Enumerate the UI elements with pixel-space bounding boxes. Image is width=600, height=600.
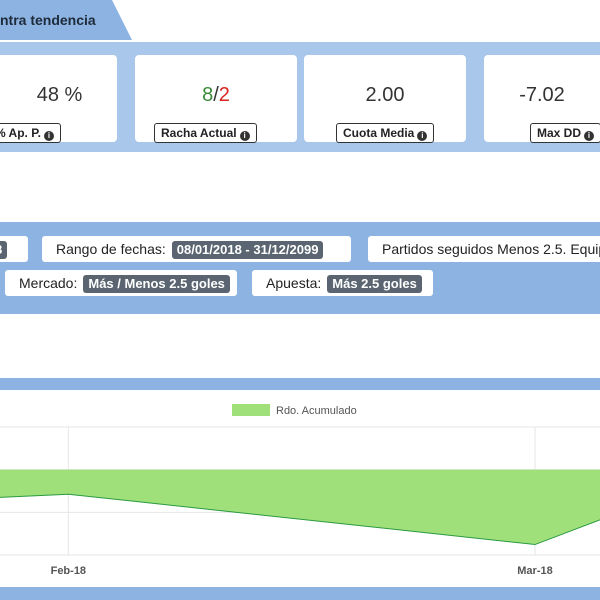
filter-chip: 8 bbox=[0, 236, 28, 262]
label-text: Racha Actual bbox=[161, 126, 237, 140]
filter-label: Mercado: bbox=[19, 275, 78, 291]
losses: 2 bbox=[218, 84, 230, 106]
stat-card: 48 % % Ap. P.i bbox=[0, 55, 117, 143]
label-text: Cuota Media bbox=[343, 126, 415, 140]
info-icon[interactable]: i bbox=[239, 131, 250, 141]
stat-label: % Ap. P.i bbox=[0, 123, 62, 143]
filter-chip: Mercado: Más / Menos 2.5 goles bbox=[5, 270, 237, 296]
filter-chip: Rango de fechas: 08/01/2018 - 31/12/2099 bbox=[42, 236, 351, 262]
info-icon[interactable]: i bbox=[44, 131, 55, 141]
stat-value: 8/2 bbox=[135, 85, 297, 105]
info-icon[interactable]: i bbox=[417, 131, 428, 141]
x-tick-label: Mar-18 bbox=[517, 565, 552, 577]
stat-label: Max DD i bbox=[530, 123, 600, 143]
filter-chip: Partidos seguidos Menos 2.5. Equipo bbox=[368, 236, 600, 262]
chart: Feb-18 Mar-18 Rdo. Acumulado bbox=[0, 390, 600, 587]
wins: 8 bbox=[202, 84, 214, 106]
filter-badge: Más / Menos 2.5 goles bbox=[83, 275, 230, 293]
tab[interactable]: ntra tendencia bbox=[0, 0, 132, 40]
legend-swatch bbox=[232, 404, 270, 416]
stat-card: 8/2 Racha Actual i bbox=[135, 55, 297, 143]
line bbox=[0, 493, 600, 546]
filter-badge: 8 bbox=[0, 241, 8, 259]
x-tick-label: Feb-18 bbox=[51, 565, 86, 577]
filter-chip: Apuesta: Más 2.5 goles bbox=[252, 270, 433, 296]
info-icon[interactable]: i bbox=[584, 131, 595, 141]
stat-value: 48 % bbox=[36, 84, 83, 106]
filters-panel: 8 Rango de fechas: 08/01/2018 - 31/12/209… bbox=[0, 222, 600, 314]
legend-label: Rdo. Acumulado bbox=[276, 405, 357, 417]
stat-value: 2.00 bbox=[365, 84, 405, 106]
stat-label: Cuota Media i bbox=[336, 123, 435, 143]
filter-badge: 08/01/2018 - 31/12/2099 bbox=[171, 241, 324, 259]
separator: / bbox=[213, 84, 219, 106]
tab-title: ntra tendencia bbox=[0, 12, 96, 28]
stat-value: -7.02 bbox=[519, 84, 565, 106]
filter-badge: Más 2.5 goles bbox=[327, 275, 422, 293]
stat-card: 2.00 Cuota Media i bbox=[304, 55, 466, 143]
filter-label: Rango de fechas: bbox=[56, 241, 166, 257]
chart-panel: Feb-18 Mar-18 Rdo. Acumulado bbox=[0, 378, 600, 600]
filter-label: Apuesta: bbox=[266, 275, 322, 291]
label-text: Max DD bbox=[537, 126, 582, 140]
filter-label: Partidos seguidos Menos 2.5. Equipo bbox=[382, 241, 600, 257]
label-text: % Ap. P. bbox=[0, 126, 42, 140]
stat-label: Racha Actual i bbox=[154, 123, 257, 143]
area bbox=[0, 469, 600, 545]
stat-card: -7.02 Max DD i bbox=[484, 55, 600, 143]
